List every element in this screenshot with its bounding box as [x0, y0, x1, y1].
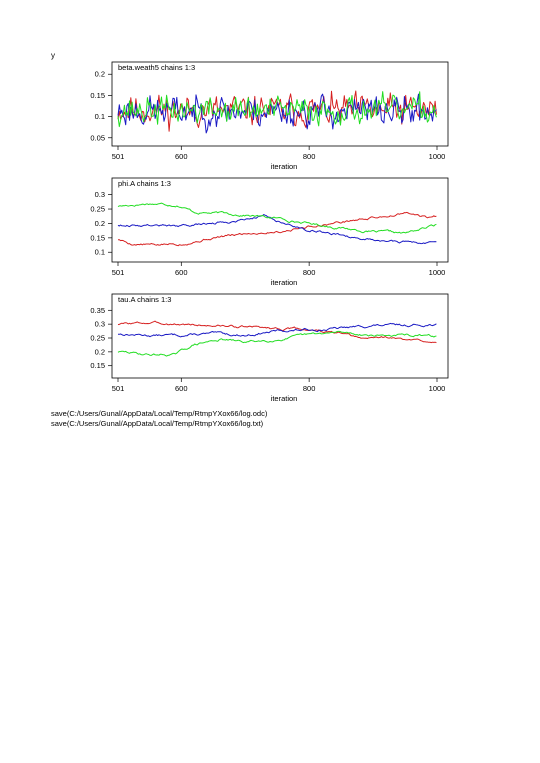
trace-plot-svg: tau.A chains 1:3 0.15 0.2 0.25 0.3 0.35 501 600… — [90, 293, 449, 403]
trace-plot-tau-a: tau.A chains 1:3 0.15 0.2 0.25 0.3 0.35 501 600… — [90, 292, 450, 407]
log-line-odc: save(C:/Users/Gunal/AppData/Local/Temp/R… — [51, 409, 268, 418]
y-tick-label: 0.15 — [90, 361, 105, 370]
y-tick-label: 0.15 — [90, 233, 105, 242]
series-line-chain-1 — [117, 320, 437, 344]
page-label: y — [51, 51, 55, 60]
y-tick-label: 0.25 — [90, 334, 105, 343]
x-tick-label: 800 — [303, 152, 316, 161]
x-tick-label: 501 — [112, 152, 125, 161]
x-tick-label: 1000 — [429, 268, 446, 277]
y-tick-label: 0.2 — [95, 347, 105, 356]
y-tick-label: 0.1 — [95, 248, 105, 257]
series-line-chain-2 — [117, 214, 437, 245]
x-tick-label: 1000 — [429, 152, 446, 161]
chart-title: tau.A chains 1:3 — [118, 295, 171, 304]
x-tick-label: 501 — [112, 384, 125, 393]
series-line-chain-1 — [118, 211, 437, 247]
x-tick-label: 501 — [112, 268, 125, 277]
x-axis-label: iteration — [271, 278, 298, 287]
plot-frame — [111, 293, 449, 379]
x-axis-label: iteration — [271, 394, 298, 403]
x-tick-label: 1000 — [429, 384, 446, 393]
y-tick-label: 0.35 — [90, 306, 105, 315]
plot-frame — [111, 177, 449, 263]
y-tick-label: 0.05 — [90, 133, 105, 142]
y-tick-label: 0.15 — [90, 91, 105, 100]
x-tick-label: 600 — [175, 152, 188, 161]
trace-plot-svg: phi.A chains 1:3 0.1 0.15 0.2 0.25 0.3 501 600 8… — [90, 177, 449, 287]
chart-title: beta.weath5 chains 1:3 — [118, 63, 195, 72]
chart-title: phi.A chains 1:3 — [118, 179, 171, 188]
plot-frame — [111, 61, 449, 147]
y-tick-label: 0.3 — [95, 190, 105, 199]
x-tick-label: 600 — [175, 268, 188, 277]
series-line-chain-3 — [117, 330, 437, 357]
y-tick-label: 0.25 — [90, 205, 105, 214]
x-tick-label: 800 — [303, 268, 316, 277]
trace-plot-beta-weath5: beta.weath5 chains 1:3 0.05 0.1 0.15 0.2 501 6… — [90, 60, 450, 175]
y-tick-label: 0.1 — [95, 112, 105, 121]
log-line-txt: save(C:/Users/Gunal/AppData/Local/Temp/R… — [51, 419, 264, 428]
series-line-chain-2 — [118, 322, 437, 338]
x-tick-label: 800 — [303, 384, 316, 393]
x-tick-label: 600 — [175, 384, 188, 393]
x-axis-label: iteration — [271, 162, 298, 171]
trace-plot-phi-a: phi.A chains 1:3 0.1 0.15 0.2 0.25 0.3 501 600 8… — [90, 176, 450, 291]
y-tick-label: 0.3 — [95, 320, 105, 329]
y-tick-label: 0.2 — [95, 219, 105, 228]
y-tick-label: 0.2 — [95, 70, 105, 79]
series-line-chain-3 — [117, 202, 437, 234]
series-line-chain-3 — [117, 91, 437, 128]
trace-plot-svg: beta.weath5 chains 1:3 0.05 0.1 0.15 0.2 501 6… — [90, 61, 449, 171]
